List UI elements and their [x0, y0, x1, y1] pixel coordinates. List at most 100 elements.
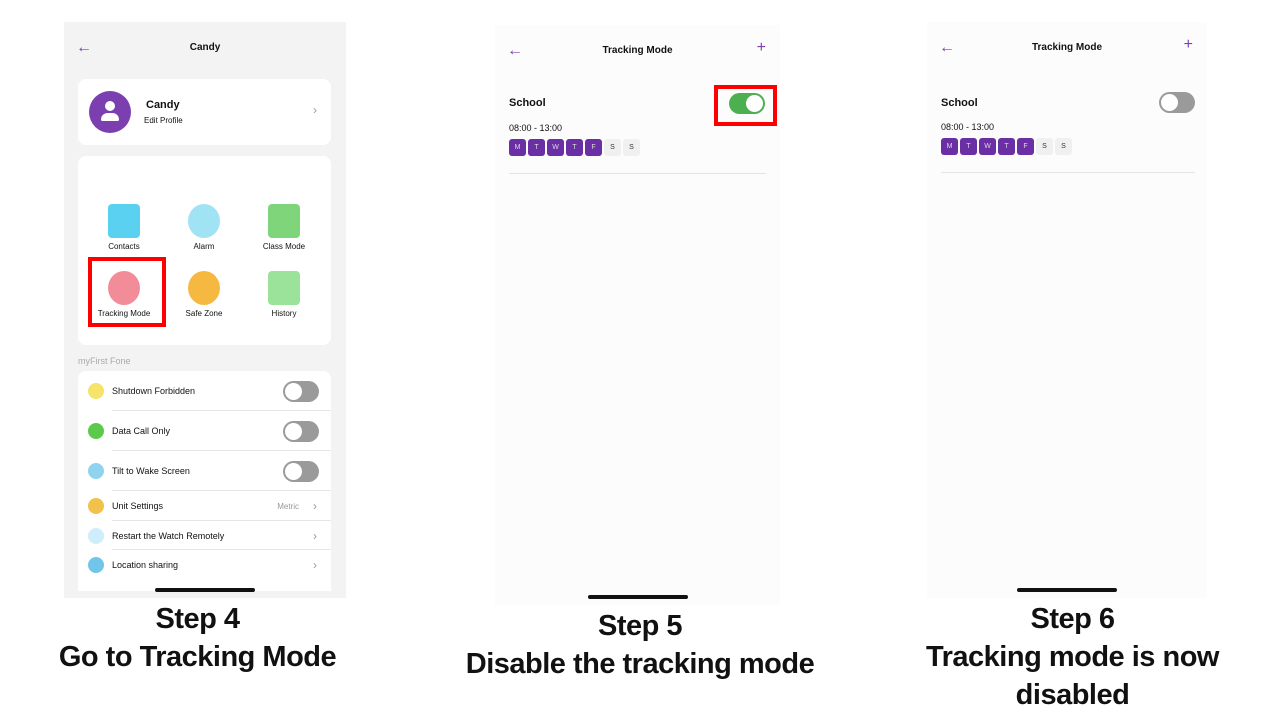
divider — [112, 520, 331, 521]
profile-name: Candy — [146, 99, 180, 111]
day-chip: S — [1036, 138, 1053, 155]
highlight-box — [714, 85, 777, 126]
class-mode-icon — [268, 204, 300, 238]
grid-item-contacts[interactable]: Contacts — [84, 204, 164, 251]
step5-screen: ← Tracking Mode + School 08:00 - 13:00 M… — [495, 25, 780, 605]
grid-item-label: Tracking Mode — [97, 309, 151, 318]
grid-item-label: Alarm — [193, 242, 215, 251]
day-chip: M — [509, 139, 526, 156]
grid-item-label: History — [271, 309, 297, 318]
divider — [112, 490, 331, 491]
setting-toggle[interactable] — [283, 460, 319, 482]
setting-label: Restart the Watch Remotely — [112, 530, 225, 541]
setting-row-restart-the-watch-remotely[interactable]: Restart the Watch Remotely › — [78, 521, 331, 550]
step5-caption: Step 5 Disable the tracking mode — [430, 607, 850, 683]
setting-row-shutdown-forbidden[interactable]: Shutdown Forbidden — [78, 371, 331, 411]
map-icon — [268, 271, 300, 305]
ruler-icon — [88, 498, 104, 514]
grid-item-label: Class Mode — [262, 242, 306, 251]
grid-item-tracking-mode[interactable]: Tracking Mode — [84, 271, 164, 318]
day-chip: T — [998, 138, 1015, 155]
chevron-right-icon: › — [313, 103, 317, 117]
grid-item-alarm[interactable]: Alarm — [164, 204, 244, 251]
setting-row-tilt-to-wake-screen[interactable]: Tilt to Wake Screen — [78, 451, 331, 491]
divider — [112, 549, 331, 550]
grid-item-label: Contacts — [108, 242, 140, 251]
restart-icon — [88, 527, 104, 544]
profile-card[interactable]: Candy Edit Profile › — [78, 79, 331, 145]
add-icon[interactable]: + — [756, 39, 766, 56]
location-sharing-icon — [88, 556, 104, 573]
caption-line: Step 5 — [597, 610, 683, 642]
watch-icon — [88, 463, 104, 479]
setting-toggle[interactable] — [283, 420, 319, 442]
day-chip: F — [1017, 138, 1034, 155]
setting-label: Shutdown Forbidden — [112, 386, 196, 396]
schedule-toggle[interactable] — [1159, 92, 1195, 113]
schedule-time: 08:00 - 13:00 — [941, 122, 995, 132]
location-pin-icon — [108, 271, 140, 305]
feature-grid: Contacts Alarm Class Mode Tracking Mode Safe… — [78, 156, 331, 345]
day-chip: M — [941, 138, 958, 155]
grid-item-class-mode[interactable]: Class Mode — [244, 204, 324, 251]
schedule-name: School — [941, 97, 978, 109]
setting-label: Data Call Only — [112, 426, 171, 436]
setting-row-location-sharing[interactable]: Location sharing › — [78, 550, 331, 579]
step4-caption: Step 4 Go to Tracking Mode — [30, 600, 365, 676]
step4-screen: ← Candy Candy Edit Profile › Contacts Ala… — [64, 22, 346, 598]
setting-label: Location sharing — [112, 559, 179, 570]
day-chip: S — [623, 139, 640, 156]
phone-data-icon — [88, 423, 104, 439]
setting-row-data-call-only[interactable]: Data Call Only — [78, 411, 331, 451]
divider — [941, 172, 1195, 173]
divider — [112, 450, 331, 451]
home-indicator — [155, 588, 255, 592]
edit-profile-link[interactable]: Edit Profile — [144, 116, 183, 125]
grid-item-safe-zone[interactable]: Safe Zone — [164, 271, 244, 318]
setting-toggle[interactable] — [283, 380, 319, 402]
day-chip: W — [979, 138, 996, 155]
settings-list: Shutdown Forbidden Data Call Only Tilt to … — [78, 371, 331, 591]
header-title: Tracking Mode — [1031, 42, 1102, 53]
schedule-time: 08:00 - 13:00 — [509, 123, 563, 133]
schedule-toggle[interactable] — [729, 93, 765, 114]
caption-line: disabled — [1015, 679, 1130, 711]
day-chip: S — [1055, 138, 1072, 155]
day-chip: T — [566, 139, 583, 156]
safe-zone-pin-icon — [188, 271, 220, 305]
highlight-box — [88, 257, 166, 327]
caption-line: Disable the tracking mode — [465, 648, 815, 680]
step6-screen: ← Tracking Mode + School 08:00 - 13:00 M… — [927, 22, 1207, 598]
caption-line: Go to Tracking Mode — [58, 641, 337, 673]
day-chip: F — [585, 139, 602, 156]
header-title: Candy — [189, 42, 221, 53]
setting-label: Unit Settings — [112, 501, 164, 511]
header-title: Tracking Mode — [602, 45, 673, 56]
setting-value: Metric — [277, 501, 299, 511]
setting-label: Tilt to Wake Screen — [112, 466, 190, 476]
home-indicator — [1017, 588, 1117, 592]
day-chip: S — [604, 139, 621, 156]
alarm-clock-icon — [188, 204, 220, 238]
add-icon[interactable]: + — [1183, 36, 1193, 53]
back-arrow-icon[interactable]: ← — [76, 39, 92, 56]
caption-line: Step 6 — [1030, 603, 1115, 635]
day-chip: T — [528, 139, 545, 156]
schedule-name: School — [509, 97, 546, 109]
power-icon — [88, 383, 104, 399]
back-arrow-icon[interactable]: ← — [507, 42, 523, 59]
section-label: myFirst Fone — [78, 356, 131, 366]
chevron-right-icon: › — [313, 528, 317, 543]
caption-line: Step 4 — [155, 603, 240, 635]
setting-row-unit-settings[interactable]: Unit Settings Metric › — [78, 491, 331, 521]
grid-item-label: Safe Zone — [185, 309, 223, 318]
chevron-right-icon: › — [313, 557, 317, 572]
step6-caption: Step 6 Tracking mode is now disabled — [890, 600, 1255, 714]
chevron-right-icon: › — [313, 499, 317, 513]
grid-item-history[interactable]: History — [244, 271, 324, 318]
day-chip: W — [547, 139, 564, 156]
back-arrow-icon[interactable]: ← — [939, 39, 955, 56]
home-indicator — [587, 595, 688, 599]
